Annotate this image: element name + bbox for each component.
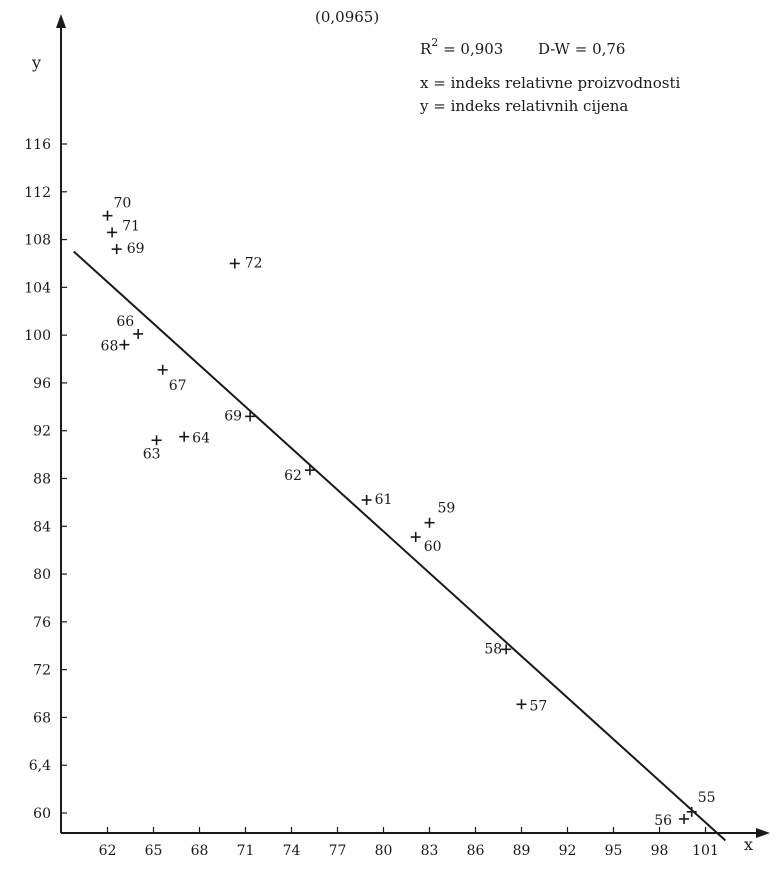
x-tick-label: 62 — [99, 843, 117, 859]
y-tick-label: 76 — [33, 615, 51, 631]
y-tick-label: 116 — [24, 137, 51, 153]
y-axis-arrow — [56, 14, 66, 28]
data-point: 69 — [111, 241, 145, 257]
durbin-watson-stat: D-W = 0,76 — [538, 40, 625, 58]
y-tick-label: 88 — [33, 472, 51, 488]
point-label: 68 — [101, 339, 119, 355]
ticks: 62 65 68 71 74 77 80 83 86 89 92 95 98 101 60 6,4 68 72 76… — [24, 137, 719, 859]
data-point: 70 — [102, 196, 132, 221]
data-point: 57 — [516, 698, 548, 714]
x-tick-label: 77 — [329, 843, 347, 859]
data-point: 66 — [116, 314, 144, 339]
point-label: 70 — [114, 196, 132, 212]
y-tick-label: 80 — [33, 567, 51, 583]
point-label: 63 — [143, 446, 161, 462]
point-label: 56 — [654, 813, 672, 829]
x-axis-label: x — [744, 835, 753, 854]
x-tick-label: 92 — [559, 843, 577, 859]
point-label: 69 — [224, 408, 242, 424]
x-tick-label: 86 — [467, 843, 485, 859]
data-point: 56 — [654, 813, 690, 829]
y-tick-label: 6,4 — [29, 758, 51, 774]
y-tick-label: 72 — [33, 663, 51, 679]
annotations: (0,0965) R2 = 0,903 D-W = 0,76 x = indek… — [31, 8, 753, 854]
legend-line-y: y = indeks relativnih cijena — [419, 97, 628, 115]
data-point: 69 — [224, 408, 256, 424]
x-tick-label: 89 — [513, 843, 531, 859]
regression-line-group — [73, 250, 727, 842]
x-axis-arrow — [756, 828, 770, 838]
point-label: 55 — [698, 790, 716, 806]
data-point: 60 — [410, 532, 442, 555]
point-label: 60 — [424, 539, 442, 555]
data-point: 59 — [424, 501, 456, 528]
point-label: 58 — [484, 641, 502, 657]
y-tick-label: 96 — [33, 376, 51, 392]
data-point: 71 — [107, 218, 140, 238]
x-tick-label: 74 — [283, 843, 301, 859]
data-point: 61 — [361, 492, 393, 508]
data-point: 62 — [284, 465, 315, 484]
point-label: 69 — [127, 241, 145, 257]
x-tick-label: 68 — [191, 843, 209, 859]
x-tick-label: 98 — [651, 843, 669, 859]
data-point: 67 — [157, 364, 187, 394]
data-point: 72 — [229, 255, 263, 271]
data-points: 70 71 69 72 66 68 67 69 63 64 62 61 59 60 58 57 55 56 — [101, 196, 716, 829]
data-point: 63 — [143, 435, 162, 462]
x-tick-label: 101 — [692, 843, 719, 859]
y-tick-label: 60 — [33, 806, 51, 822]
y-tick-label: 84 — [33, 519, 51, 535]
point-label: 59 — [438, 501, 456, 517]
y-tick-label: 112 — [24, 185, 51, 201]
x-tick-label: 65 — [145, 843, 163, 859]
legend-line-x: x = indeks relativne proizvodnosti — [420, 74, 680, 92]
y-axis-label: y — [31, 53, 41, 72]
regression-line — [73, 250, 727, 842]
x-tick-label: 71 — [237, 843, 255, 859]
r-squared-stat: R2 = 0,903 — [420, 36, 503, 58]
x-tick-label: 83 — [421, 843, 439, 859]
data-point: 68 — [101, 339, 130, 355]
top-note: (0,0965) — [315, 8, 379, 26]
data-point: 64 — [179, 431, 210, 447]
data-point: 58 — [484, 641, 512, 657]
point-label: 72 — [245, 255, 263, 271]
point-label: 57 — [530, 698, 548, 714]
point-label: 66 — [116, 314, 134, 330]
y-tick-label: 108 — [24, 233, 51, 249]
y-tick-label: 92 — [33, 424, 51, 440]
point-label: 64 — [192, 431, 210, 447]
y-tick-label: 100 — [24, 328, 51, 344]
axes — [56, 14, 770, 838]
point-label: 67 — [169, 378, 187, 394]
point-label: 61 — [375, 492, 393, 508]
x-tick-label: 95 — [605, 843, 623, 859]
point-label: 62 — [284, 468, 302, 484]
point-label: 71 — [122, 218, 140, 234]
data-point: 55 — [686, 790, 716, 817]
x-tick-label: 80 — [375, 843, 393, 859]
y-tick-label: 104 — [24, 280, 51, 296]
y-tick-label: 68 — [33, 710, 51, 726]
